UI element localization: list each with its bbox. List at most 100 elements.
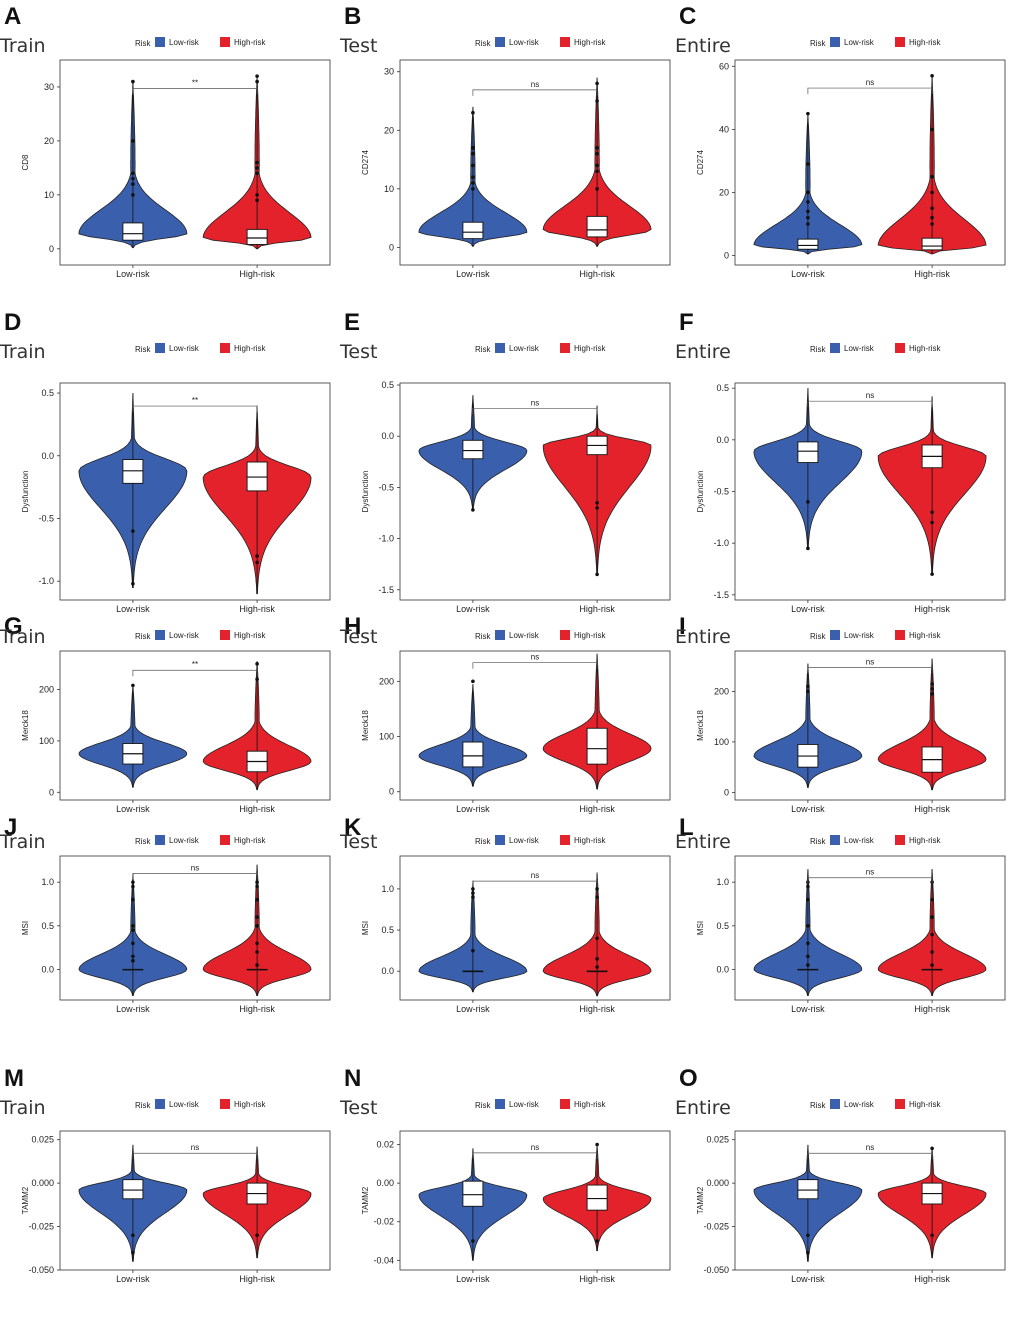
y-tick-label: 0 <box>389 787 394 797</box>
outlier-point <box>255 160 259 165</box>
panel-title: Train <box>0 831 46 853</box>
outlier-point <box>131 182 135 186</box>
panel-a: A Train Risk Low-risk High-risk 0 10 20 30 CD8 Low… <box>0 3 331 279</box>
y-tick-label: 0.0 <box>41 964 54 974</box>
y-tick-label: 1.0 <box>381 884 394 894</box>
y-axis-label: TAMM2 <box>21 1186 30 1214</box>
legend-swatch <box>220 835 230 845</box>
outlier-point <box>930 1233 934 1238</box>
outlier-point <box>806 963 810 967</box>
outlier-point <box>806 924 810 928</box>
legend-swatch <box>895 343 905 353</box>
outlier-point <box>131 581 135 586</box>
outlier-point <box>131 529 135 533</box>
box <box>586 727 608 765</box>
legend-swatch <box>895 630 905 640</box>
box <box>122 222 144 241</box>
y-tick-label: 0 <box>389 242 394 252</box>
outlier-point <box>471 175 475 179</box>
y-tick-label: 60 <box>719 61 729 71</box>
panel-letter: N <box>344 1065 361 1092</box>
violin-low-risk <box>418 1148 528 1261</box>
y-tick-label: 10 <box>384 184 394 194</box>
x-tick-label: Low-risk <box>116 1004 150 1014</box>
plot-frame <box>734 59 1006 266</box>
y-axis-label: Dysfunction <box>361 471 370 513</box>
x-tick-label: Low-risk <box>791 604 825 614</box>
outlier-point <box>255 662 259 666</box>
violin-high-risk <box>202 661 312 791</box>
box <box>797 441 819 464</box>
y-tick-label: 0.5 <box>716 383 729 393</box>
y-tick-label: 0.025 <box>706 1135 729 1145</box>
legend-swatch <box>895 835 905 845</box>
violin-low-risk <box>78 392 188 588</box>
y-tick-label: 0.02 <box>376 1140 394 1150</box>
outlier-point <box>930 510 934 514</box>
y-tick-label: 0.0 <box>41 451 54 461</box>
x-tick-label: Low-risk <box>791 1004 825 1014</box>
outlier-point <box>255 950 259 954</box>
x-tick-label: Low-risk <box>791 269 825 279</box>
significance-label: ** <box>192 396 198 405</box>
y-tick-label: -1.0 <box>378 534 394 544</box>
plot-frame <box>399 650 671 801</box>
box <box>586 215 608 238</box>
panel-letter: A <box>4 3 21 30</box>
violin-low-risk <box>78 683 188 788</box>
outlier-point <box>595 1142 599 1147</box>
legend-label: Low-risk <box>509 38 540 47</box>
outlier-point <box>595 169 599 174</box>
legend-label: Low-risk <box>509 1100 540 1109</box>
legend-swatch <box>220 1099 230 1109</box>
outlier-point <box>255 941 259 946</box>
outlier-point <box>471 948 475 953</box>
y-tick-label: -0.5 <box>378 482 394 492</box>
outlier-point <box>930 950 934 954</box>
outlier-point <box>930 73 934 78</box>
y-axis-label: TAMM2 <box>361 1186 370 1214</box>
legend-label: Low-risk <box>844 38 875 47</box>
panel-letter: B <box>344 3 361 30</box>
outlier-point <box>930 932 934 937</box>
panel-letter: G <box>4 613 23 640</box>
significance-label: ns <box>191 1143 199 1152</box>
violin-high-risk <box>877 658 987 791</box>
y-axis-label: Merck18 <box>361 710 370 741</box>
legend-label: High-risk <box>574 344 607 353</box>
outlier-point <box>806 1250 810 1255</box>
box <box>462 439 484 460</box>
y-tick-label: -1.5 <box>378 585 394 595</box>
significance-bracket: ns <box>807 868 933 884</box>
violin-low-risk <box>753 111 863 255</box>
outlier-point <box>131 683 135 688</box>
legend-swatch <box>155 343 165 353</box>
plot-frame <box>59 1130 331 1271</box>
outlier-point <box>255 924 259 928</box>
outlier-point <box>131 924 135 928</box>
legend-swatch <box>895 1099 905 1109</box>
outlier-point <box>595 500 599 505</box>
outlier-point <box>595 965 599 969</box>
panel-title: Test <box>339 831 377 853</box>
y-axis-label: MSI <box>21 921 30 935</box>
legend: Risk Low-risk High-risk <box>135 343 267 354</box>
outlier-point <box>930 520 934 525</box>
legend-title: Risk <box>810 837 827 846</box>
panel-letter: M <box>4 1065 24 1092</box>
outlier-point <box>131 941 135 946</box>
outlier-point <box>255 897 259 902</box>
legend-title: Risk <box>475 1101 492 1110</box>
outlier-point <box>131 139 135 143</box>
box <box>586 1184 608 1211</box>
y-tick-label: 30 <box>384 67 394 77</box>
y-tick-label: 40 <box>719 124 729 134</box>
significance-bracket: ** <box>132 396 258 413</box>
outlier-point <box>930 206 934 211</box>
legend: Risk Low-risk High-risk <box>475 343 607 354</box>
outlier-point <box>930 692 934 696</box>
y-tick-label: 0.0 <box>381 966 394 976</box>
y-axis-label: TAMM2 <box>696 1186 705 1214</box>
